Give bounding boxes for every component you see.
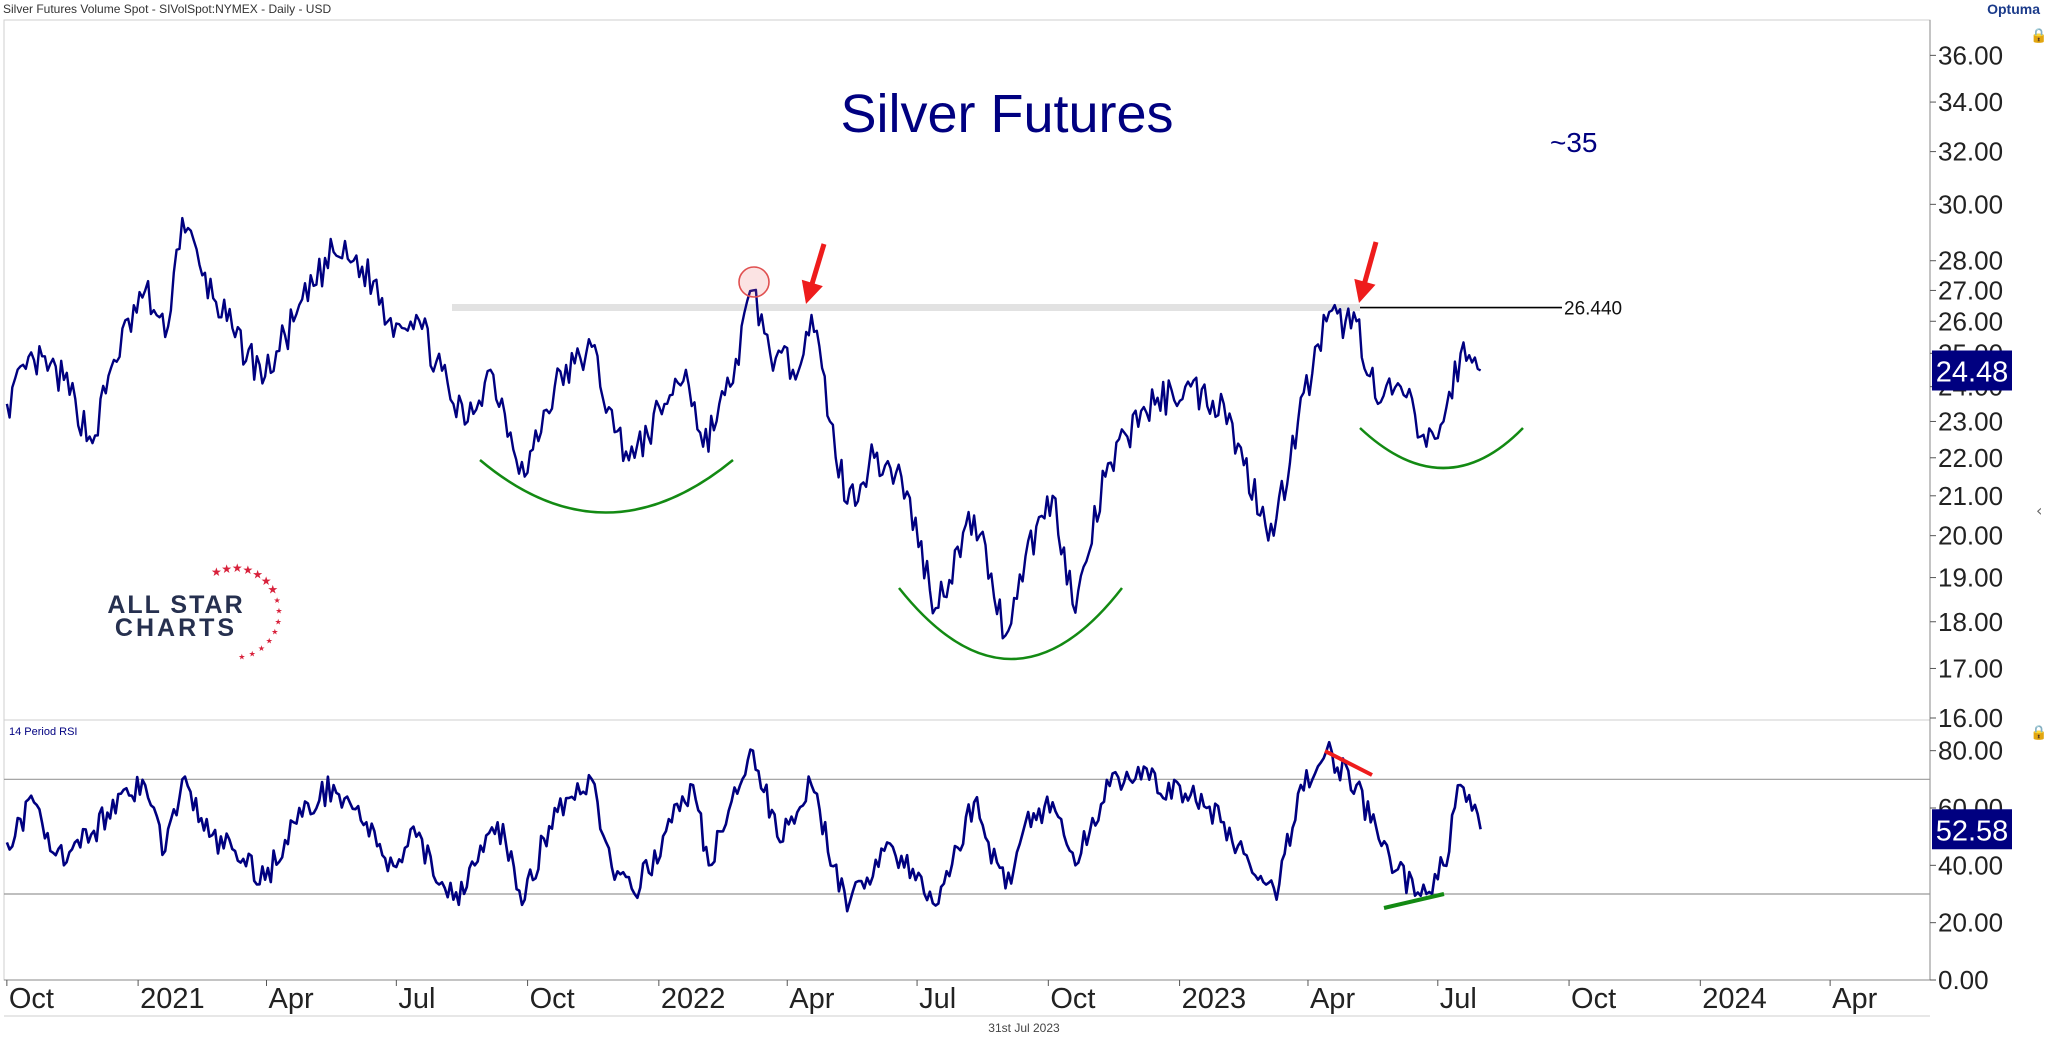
- arrow-april-2023-shaft: [1361, 241, 1379, 287]
- rsi-bullish-divergence-line: [1383, 892, 1445, 910]
- last-rsi-label: 52.58: [1936, 815, 2009, 847]
- price-tick-label: 18.00: [1938, 607, 2003, 637]
- x-tick-label: 2021: [140, 983, 205, 1015]
- logo-star-icon: ★: [275, 617, 282, 626]
- x-tick-label: Jul: [398, 983, 435, 1015]
- last-rsi-badge: [1932, 809, 2012, 850]
- logo-star-icon: ★: [275, 607, 282, 616]
- collapse-arrow-icon: ‹: [2036, 501, 2042, 520]
- resistance-label: 26.440: [1564, 299, 1622, 320]
- arrow-april-2022-head: [801, 279, 823, 304]
- x-tick-label: Oct: [1050, 983, 1095, 1015]
- logo-star-icon: ★: [238, 652, 245, 661]
- logo-star-icon: ★: [232, 561, 243, 575]
- left-shoulder-arc: [479, 459, 734, 514]
- price-tick-label: 23.00: [1938, 406, 2003, 436]
- rsi-tick-label: 80.00: [1938, 736, 2003, 766]
- logo-star-icon: ★: [258, 644, 265, 653]
- price-tick-label: 30.00: [1938, 189, 2003, 219]
- price-tick-label: 28.00: [1938, 246, 2003, 276]
- arrow-april-2022-shaft: [808, 243, 827, 288]
- logo-star-icon: ★: [267, 582, 278, 596]
- rsi-tick-label: 0.00: [1938, 965, 1989, 995]
- logo-star-icon: ★: [271, 628, 278, 637]
- chart-title: Silver Futures: [840, 84, 1173, 144]
- rsi-series-line: [5, 740, 1482, 913]
- logo-star-icon: ★: [221, 562, 232, 576]
- logo-star-icon: ★: [261, 574, 272, 588]
- last-price-badge: [1932, 350, 2012, 391]
- x-tick-label: Oct: [1571, 983, 1616, 1015]
- logo-star-icon: ★: [242, 563, 253, 577]
- logo-text-line1: ALL STAR: [107, 591, 244, 619]
- lock-icon: 🔒: [2030, 28, 2047, 44]
- x-tick-label: Apr: [1832, 983, 1877, 1015]
- logo-star-icon: ★: [211, 565, 222, 579]
- brand-logo: Optuma: [1987, 1, 2040, 17]
- price-tick-label: 19.00: [1938, 563, 2003, 593]
- logo-star-icon: ★: [266, 637, 273, 646]
- price-tick-label: 16.00: [1938, 703, 2003, 733]
- x-tick-label: 2023: [1182, 983, 1247, 1015]
- logo-star-icon: ★: [249, 650, 256, 659]
- peak-highlight-circle: [738, 266, 770, 298]
- logo-text-line2: CHARTS: [115, 614, 237, 642]
- price-tick-label: 27.00: [1938, 275, 2003, 305]
- price-tick-label: 17.00: [1938, 653, 2003, 683]
- lock-icon: 🔒: [2030, 725, 2047, 741]
- rsi-tick-label: 20.00: [1938, 908, 2003, 938]
- x-tick-label: Oct: [9, 983, 54, 1015]
- x-tick-label: Oct: [530, 983, 575, 1015]
- x-tick-label: Apr: [269, 983, 314, 1015]
- x-tick-label: Apr: [1310, 983, 1355, 1015]
- x-tick-label: Apr: [789, 983, 834, 1015]
- arrow-april-2023-head: [1354, 278, 1376, 303]
- price-tick-label: 21.00: [1938, 481, 2003, 511]
- target-annotation: ~35: [1550, 127, 1598, 158]
- rsi-tick-label: 40.00: [1938, 850, 2003, 880]
- last-price-label: 24.48: [1936, 356, 2009, 388]
- price-tick-label: 22.00: [1938, 443, 2003, 473]
- x-tick-label: Jul: [919, 983, 956, 1015]
- logo-star-icon: ★: [273, 596, 280, 605]
- x-tick-label: 2024: [1702, 983, 1767, 1015]
- logo-star-icon: ★: [252, 567, 263, 581]
- price-series-line: [5, 216, 1482, 640]
- chart-header: Silver Futures Volume Spot - SIVolSpot:N…: [3, 2, 332, 16]
- price-tick-label: 20.00: [1938, 521, 2003, 551]
- price-tick-label: 34.00: [1938, 87, 2003, 117]
- rsi-panel-title: 14 Period RSI: [9, 726, 77, 738]
- plot-frame: [3, 19, 1931, 981]
- x-tick-label: Jul: [1440, 983, 1477, 1015]
- head-arc: [898, 587, 1123, 661]
- price-tick-label: 36.00: [1938, 40, 2003, 70]
- price-tick-label: 26.00: [1938, 306, 2003, 336]
- cursor-date-label: 31st Jul 2023: [988, 1021, 1060, 1035]
- rsi-bearish-divergence-line: [1324, 749, 1373, 777]
- right-shoulder-arc: [1359, 427, 1524, 470]
- price-tick-label: 32.00: [1938, 137, 2003, 167]
- x-tick-label: 2022: [661, 983, 726, 1015]
